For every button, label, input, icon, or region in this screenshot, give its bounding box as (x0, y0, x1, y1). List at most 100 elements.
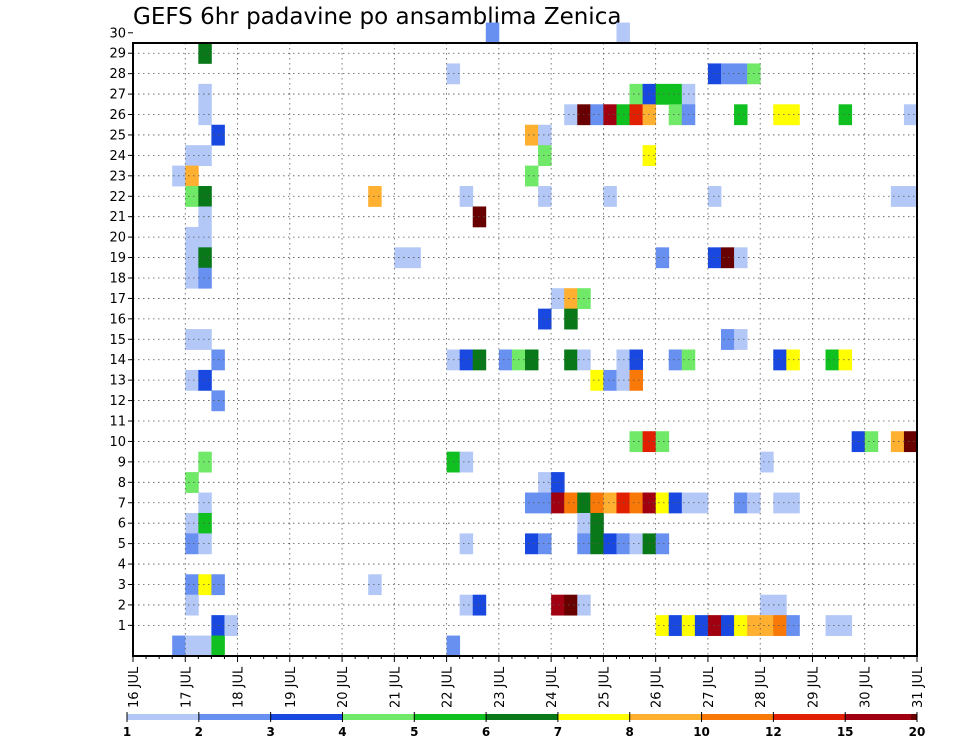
colorbar-segment (629, 714, 703, 720)
x-axis-ticks: 16 JUL 17 JUL 18 JUL 19 JUL 20 JUL 21 JUL 22 J… (127, 656, 926, 708)
precip-cell (198, 267, 212, 289)
y-tick-label: 15 (109, 333, 126, 348)
precip-cell (734, 104, 748, 126)
colorbar-label: 1 (123, 725, 131, 739)
y-tick-label: 1 (118, 619, 126, 634)
precip-cell (198, 83, 212, 105)
y-tick-label: 7 (118, 496, 126, 511)
y-tick-label: 21 (109, 210, 126, 225)
precip-cell (198, 145, 212, 166)
precip-cell (198, 247, 212, 269)
colorbar-label: 7 (554, 725, 562, 739)
precip-cell (538, 472, 552, 493)
x-tick-label: 25 JUL (597, 666, 612, 708)
precip-cell (838, 615, 853, 636)
precip-cell (198, 492, 212, 514)
precip-cell (734, 615, 748, 636)
y-tick-label: 11 (109, 415, 126, 430)
x-tick-label: 26 JUL (650, 666, 665, 708)
precip-cell (564, 349, 578, 371)
precip-cell (773, 104, 787, 126)
y-tick-label: 22 (109, 190, 126, 205)
x-tick-label: 24 JUL (545, 666, 560, 708)
precip-cell (185, 369, 199, 391)
precip-cell (185, 472, 199, 493)
y-tick-label: 3 (118, 578, 126, 593)
y-tick-label: 17 (109, 292, 126, 307)
y-tick-label: 6 (118, 517, 126, 532)
x-tick-label: 22 JUL (441, 666, 456, 708)
precip-cell (172, 635, 186, 657)
precip-cell (707, 247, 722, 269)
precip-cell (185, 226, 199, 248)
y-tick-label: 9 (118, 455, 126, 470)
colorbar-segment (911, 714, 917, 720)
colorbar-label: 12 (765, 725, 782, 739)
precip-cell (538, 308, 552, 330)
precip-cell (903, 186, 918, 207)
y-axis-ticks: 1234567891011121314151617181920212223242… (109, 26, 133, 634)
precip-cell (760, 451, 774, 473)
precip-cell (655, 431, 670, 453)
precip-cell (498, 349, 513, 371)
precip-cell (368, 186, 382, 207)
x-tick-label: 29 JUL (806, 666, 821, 708)
precip-cell (890, 186, 905, 207)
y-tick-label: 30 (109, 26, 126, 41)
precip-cell (551, 492, 565, 514)
x-tick-label: 16 JUL (127, 666, 142, 708)
precip-cell (629, 83, 643, 105)
precip-cell (198, 512, 212, 534)
y-tick-label: 24 (109, 149, 126, 164)
precip-cell (185, 165, 199, 187)
colorbar-segment (701, 714, 774, 720)
precip-cell (198, 574, 212, 596)
precip-cell (668, 83, 683, 105)
colorbar-label: 2 (195, 725, 203, 739)
precip-cell (459, 349, 474, 371)
colorbar-segment (342, 714, 415, 720)
precip-cell (551, 594, 565, 616)
precip-cell (773, 349, 787, 371)
y-tick-label: 18 (109, 271, 126, 286)
precip-cell (668, 615, 683, 636)
precip-cell (551, 472, 565, 493)
precip-cell (185, 329, 199, 350)
colorbar-segment (270, 714, 343, 720)
precip-cell (603, 186, 617, 207)
precip-cell (668, 492, 683, 514)
precip-cell (198, 369, 212, 391)
precip-cell (838, 349, 853, 371)
x-tick-label: 21 JUL (388, 666, 403, 708)
precip-cell (185, 574, 199, 596)
precip-cell (185, 145, 199, 166)
precip-cell (538, 124, 552, 146)
precip-cell (564, 104, 578, 126)
colorbar-label: 10 (693, 725, 710, 739)
precip-cell (760, 615, 774, 636)
y-tick-label: 27 (109, 88, 126, 103)
precip-cell (198, 43, 212, 64)
colorbar-segment (198, 714, 272, 720)
precip-cell (538, 145, 552, 166)
precip-cell (655, 492, 670, 514)
precip-cell (224, 615, 238, 636)
precip-cell (773, 615, 787, 636)
precip-cell (185, 635, 199, 657)
precip-cell (903, 104, 918, 126)
precip-cell (721, 615, 735, 636)
precip-cell (864, 431, 879, 453)
x-tick-label: 18 JUL (232, 666, 247, 708)
x-tick-label: 20 JUL (336, 666, 351, 708)
precip-cell (629, 349, 643, 371)
precip-cell (459, 186, 474, 207)
y-tick-label: 12 (109, 394, 126, 409)
precip-cell (590, 369, 604, 391)
precip-cell (564, 288, 578, 310)
colorbar-label: 20 (909, 725, 926, 739)
precip-cell (655, 247, 670, 269)
precip-cell (629, 104, 643, 126)
precip-cell (368, 574, 382, 596)
precip-cell (198, 226, 212, 248)
precip-cell (185, 186, 199, 207)
